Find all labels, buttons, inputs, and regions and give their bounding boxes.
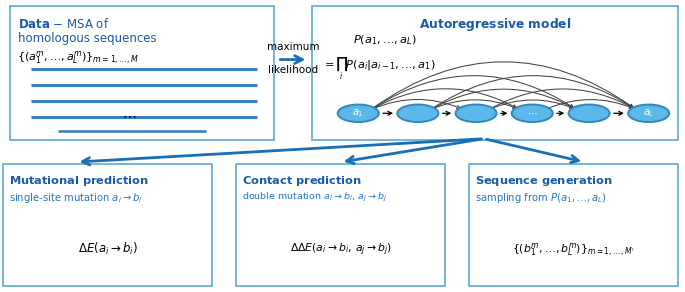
FancyArrowPatch shape (373, 62, 633, 108)
Text: $\cdots$: $\cdots$ (527, 108, 538, 118)
Text: $\Delta E(a_i \rightarrow b_i)$: $\Delta E(a_i \rightarrow b_i)$ (78, 241, 138, 258)
Text: single-site mutation $a_i \rightarrow b_i$: single-site mutation $a_i \rightarrow b_… (9, 191, 142, 205)
Text: likelihood: likelihood (268, 65, 318, 75)
FancyArrowPatch shape (373, 89, 516, 108)
FancyBboxPatch shape (3, 164, 212, 286)
Circle shape (338, 105, 379, 122)
Text: $\Delta\Delta E(a_i \rightarrow b_i,\,a_j \rightarrow b_j)$: $\Delta\Delta E(a_i \rightarrow b_i,\,a_… (290, 241, 392, 258)
Circle shape (512, 105, 553, 122)
Text: $\{(b_1^m,\ldots,b_L^m)\}_{m=1,\ldots,M^{\prime}}$: $\{(b_1^m,\ldots,b_L^m)\}_{m=1,\ldots,M^… (512, 241, 635, 258)
Text: sampling from $P(a_1,\ldots,a_L)$: sampling from $P(a_1,\ldots,a_L)$ (475, 191, 607, 205)
FancyArrowPatch shape (491, 100, 573, 109)
FancyArrowPatch shape (433, 100, 516, 109)
Text: $\mathbf{Autoregressive\ model}$: $\mathbf{Autoregressive\ model}$ (419, 16, 571, 33)
Text: $\mathbf{Data}$ $-$ MSA of: $\mathbf{Data}$ $-$ MSA of (18, 17, 110, 31)
FancyBboxPatch shape (312, 6, 678, 140)
Text: $a_L$: $a_L$ (643, 107, 654, 119)
Circle shape (397, 105, 438, 122)
FancyArrowPatch shape (432, 76, 633, 108)
Circle shape (456, 105, 497, 122)
Text: $\mathbf{Mutational\ prediction}$: $\mathbf{Mutational\ prediction}$ (9, 174, 149, 188)
FancyArrowPatch shape (547, 100, 633, 109)
FancyBboxPatch shape (469, 164, 678, 286)
Text: $\mathbf{Sequence\ generation}$: $\mathbf{Sequence\ generation}$ (475, 174, 612, 188)
FancyArrowPatch shape (373, 100, 460, 109)
Text: double mutation $a_i \rightarrow b_i,\, a_j \rightarrow b_j$: double mutation $a_i \rightarrow b_i,\, … (242, 191, 387, 204)
Text: $P(a_1,\ldots,a_L)$: $P(a_1,\ldots,a_L)$ (353, 34, 416, 48)
Text: $a_1$: $a_1$ (353, 107, 364, 119)
Text: maximum: maximum (266, 42, 319, 52)
Circle shape (569, 105, 610, 122)
FancyArrowPatch shape (373, 76, 573, 108)
Text: $\mathbf{Contact\ prediction}$: $\mathbf{Contact\ prediction}$ (242, 174, 362, 188)
Text: $\cdots$: $\cdots$ (122, 108, 136, 122)
Circle shape (628, 105, 669, 122)
FancyArrowPatch shape (433, 89, 573, 108)
Text: $=\prod_i P(a_i|a_{i-1},\ldots,a_1)$: $=\prod_i P(a_i|a_{i-1},\ldots,a_1)$ (322, 55, 436, 82)
Text: $\{(a_1^m,\ldots,a_L^m)\}_{m=1,\ldots,M}$: $\{(a_1^m,\ldots,a_L^m)\}_{m=1,\ldots,M}… (17, 49, 139, 66)
FancyBboxPatch shape (10, 6, 274, 140)
FancyBboxPatch shape (236, 164, 445, 286)
FancyArrowPatch shape (491, 89, 633, 108)
Text: homologous sequences: homologous sequences (18, 32, 157, 45)
